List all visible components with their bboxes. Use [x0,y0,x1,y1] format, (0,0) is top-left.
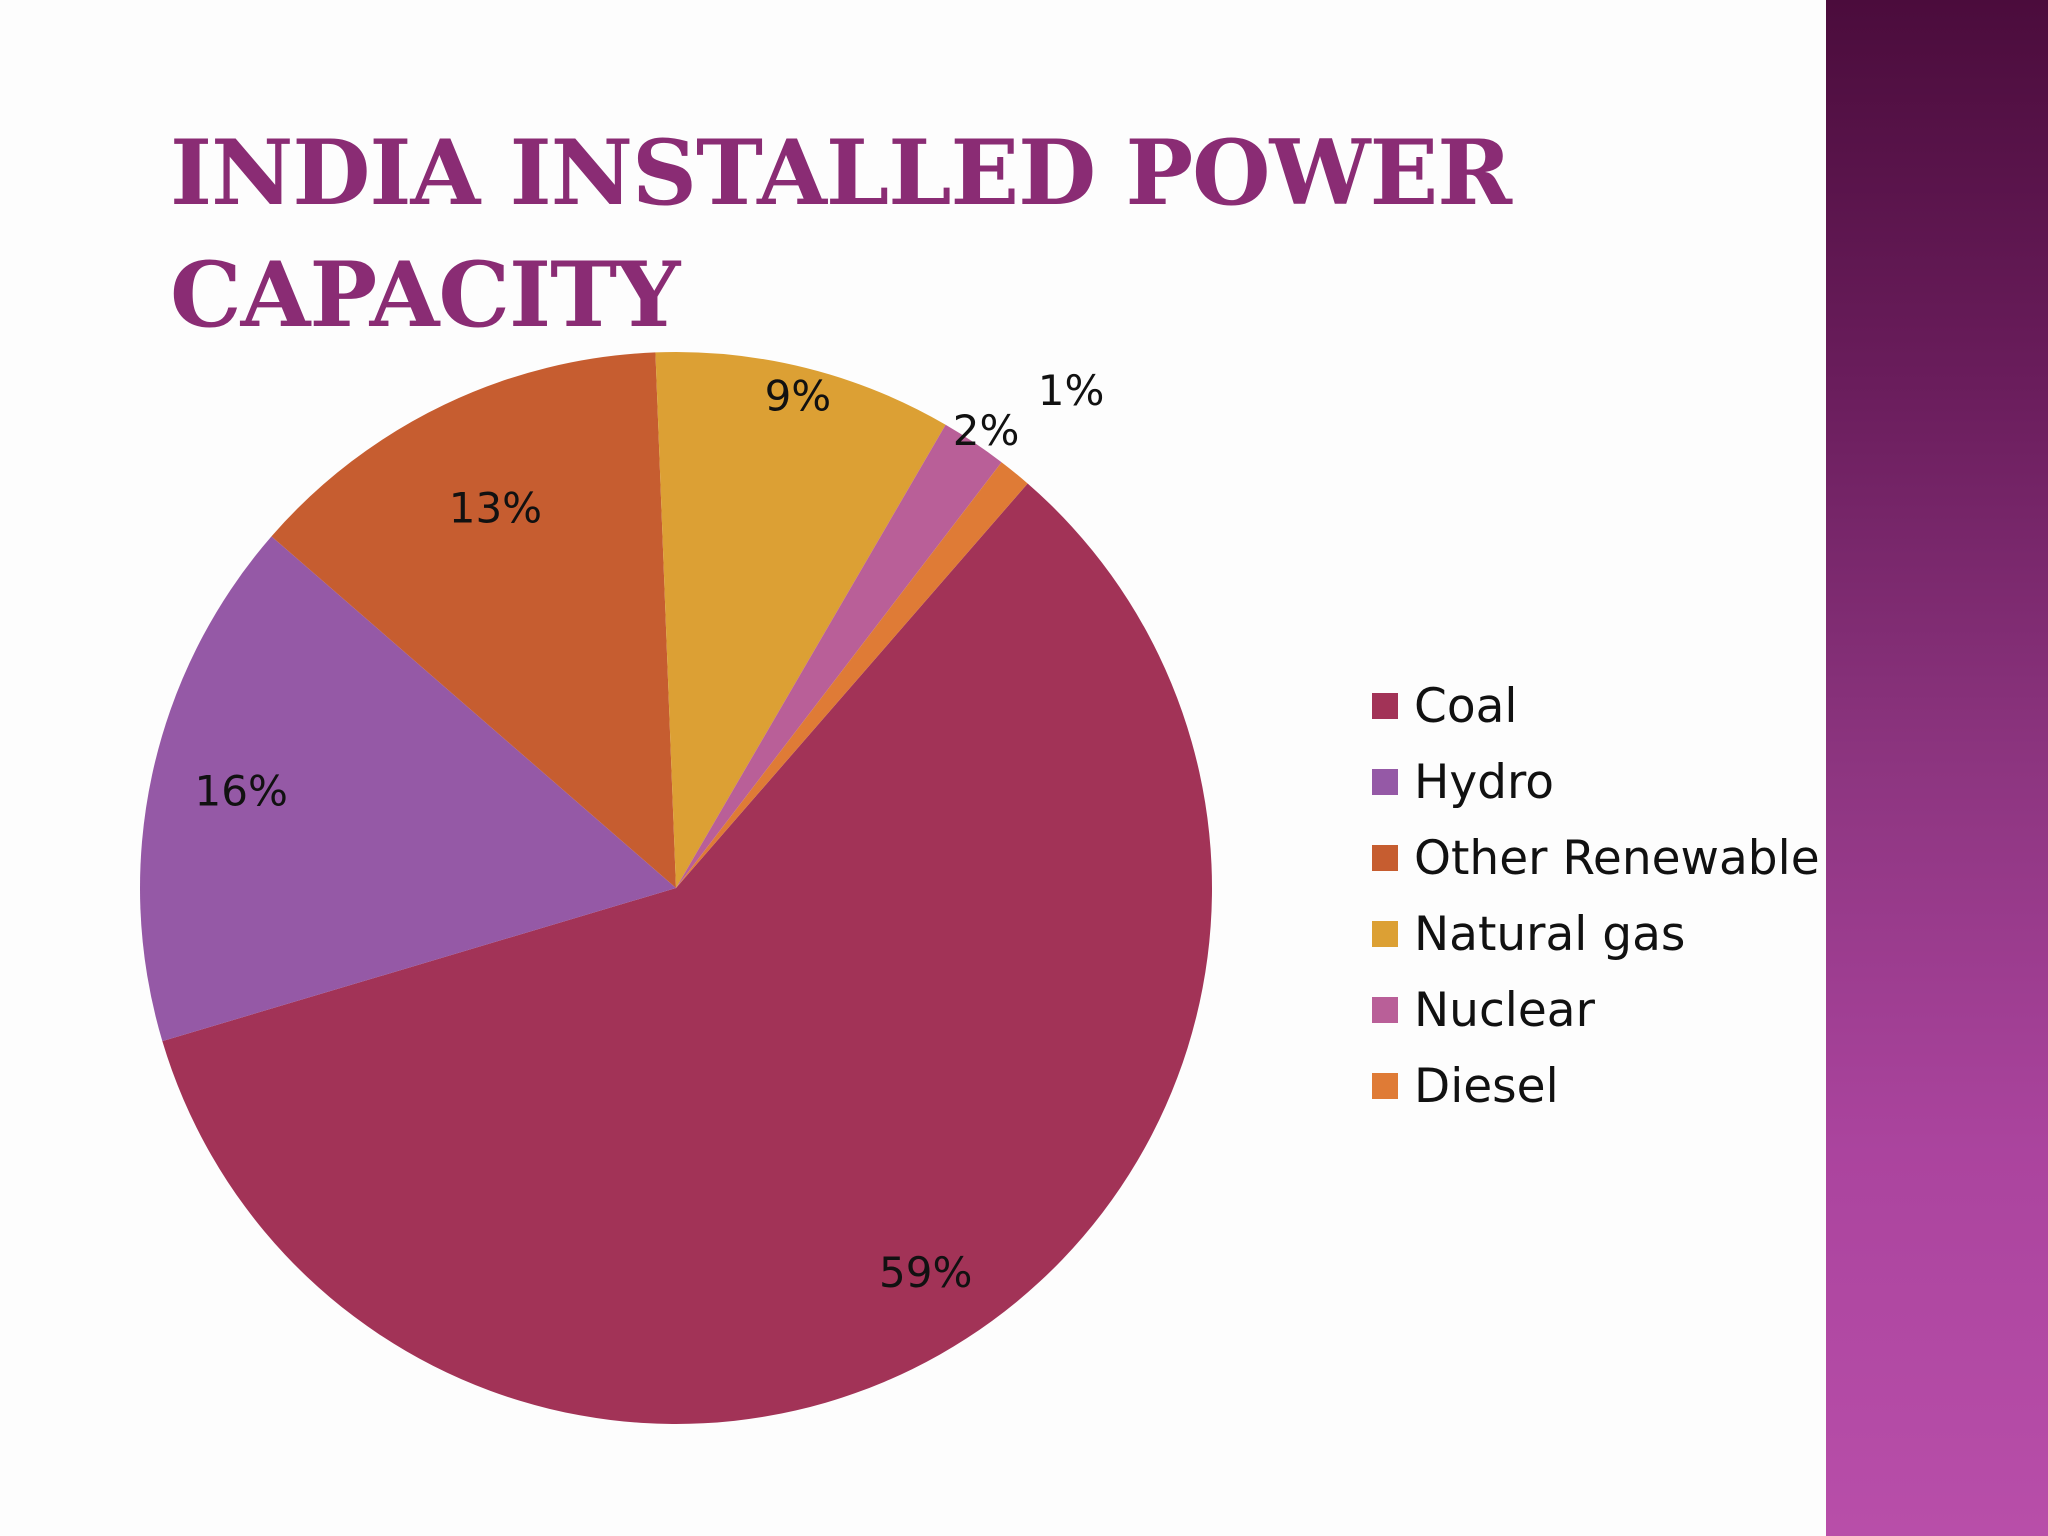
pie-slice-hydro [140,536,677,1042]
legend-label: Coal [1414,678,1518,734]
legend-item-hydro: Hydro [1372,744,1820,820]
legend-item-diesel: Diesel [1372,1048,1820,1124]
pie-slice-other-renewable [271,352,676,888]
legend-label: Natural gas [1414,906,1686,962]
legend-swatch [1372,845,1398,871]
legend-swatch [1372,769,1398,795]
legend-label: Hydro [1414,754,1555,810]
legend-label: Nuclear [1414,982,1595,1038]
legend-item-natural-gas: Natural gas [1372,896,1820,972]
legend-swatch [1372,1073,1398,1099]
data-label-nuclear: 2% [953,406,1020,455]
legend-label: Diesel [1414,1058,1559,1114]
legend-swatch [1372,997,1398,1023]
pie-chart: 59% 16% 13% 9% 2% 1% [140,352,1213,1425]
data-label-other-renewable: 13% [449,484,542,533]
data-label-hydro: 16% [195,767,288,816]
data-label-natural-gas: 9% [765,372,832,421]
legend-item-other-renewable: Other Renewable [1372,820,1820,896]
legend-label: Other Renewable [1414,830,1820,886]
legend-item-coal: Coal [1372,668,1820,744]
legend-item-nuclear: Nuclear [1372,972,1820,1048]
legend-swatch [1372,693,1398,719]
chart-legend: Coal Hydro Other Renewable Natural gas Nucle… [1372,668,1820,1124]
pie-slice-coal [162,483,1213,1425]
slide-title: India Installed Power Capacity [170,120,1512,348]
decorative-side-band [1826,0,2048,1536]
legend-swatch [1372,921,1398,947]
pie-slice-diesel [676,462,1028,888]
data-label-diesel: 1% [1038,366,1105,415]
data-label-coal: 59% [879,1248,972,1297]
pie-slice-nuclear [676,424,1002,888]
pie-slice-natural-gas [655,352,946,888]
